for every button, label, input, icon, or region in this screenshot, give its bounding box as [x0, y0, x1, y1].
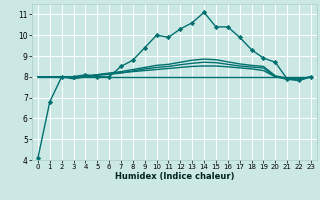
X-axis label: Humidex (Indice chaleur): Humidex (Indice chaleur)	[115, 172, 234, 181]
